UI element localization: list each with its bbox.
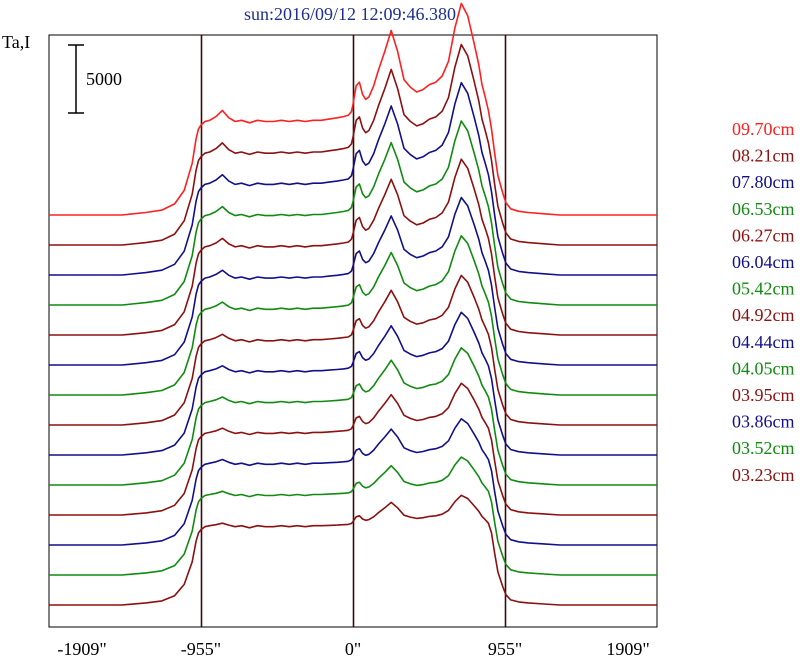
x-tick-label: -1909" (57, 639, 106, 659)
legend-item: 04.92cm (732, 305, 795, 325)
scale-bar (68, 44, 84, 114)
legend-item: 03.23cm (732, 465, 795, 485)
legend: 09.70cm 08.21cm 07.80cm 06.53cm 06.27cm 06.04… (732, 119, 795, 485)
legend-item: 09.70cm (732, 119, 795, 139)
legend-item: 04.05cm (732, 358, 795, 378)
legend-item: 06.04cm (732, 252, 795, 272)
series-group (49, 2, 657, 606)
series-line-03.23cm (49, 494, 657, 606)
series-line-05.42cm (49, 235, 657, 396)
series-line-06.27cm (49, 158, 657, 336)
series-line-06.04cm (49, 196, 657, 366)
legend-item: 06.53cm (732, 199, 795, 219)
x-tick-label: 1909" (606, 639, 649, 659)
x-tick-label: 955" (488, 639, 522, 659)
legend-item: 07.80cm (732, 172, 795, 192)
x-tick-labels: -1909" -955" 0" 955" 1909" (57, 639, 649, 659)
legend-item: 03.95cm (732, 385, 795, 405)
series-line-03.52cm (49, 456, 657, 576)
x-tick-label: 0" (345, 639, 361, 659)
legend-item: 05.42cm (732, 279, 795, 299)
series-line-03.95cm (49, 382, 657, 516)
chart-title: sun:2016/09/12 12:09:46.380 (244, 4, 456, 24)
legend-item: 03.86cm (732, 412, 795, 432)
series-line-06.53cm (49, 120, 657, 306)
series-line-04.05cm (49, 347, 657, 486)
x-tick-label: -955" (181, 639, 221, 659)
legend-item: 04.44cm (732, 332, 795, 352)
scale-bar-label: 5000 (86, 69, 122, 89)
y-axis-label: Ta,I (2, 32, 30, 52)
series-line-08.21cm (49, 43, 657, 246)
legend-item: 08.21cm (732, 146, 795, 166)
legend-item: 06.27cm (732, 225, 795, 245)
series-line-07.80cm (49, 81, 657, 276)
series-line-09.70cm (49, 2, 657, 216)
series-line-04.92cm (49, 274, 657, 426)
series-line-04.44cm (49, 311, 657, 456)
series-line-03.86cm (49, 418, 657, 546)
legend-item: 03.52cm (732, 438, 795, 458)
